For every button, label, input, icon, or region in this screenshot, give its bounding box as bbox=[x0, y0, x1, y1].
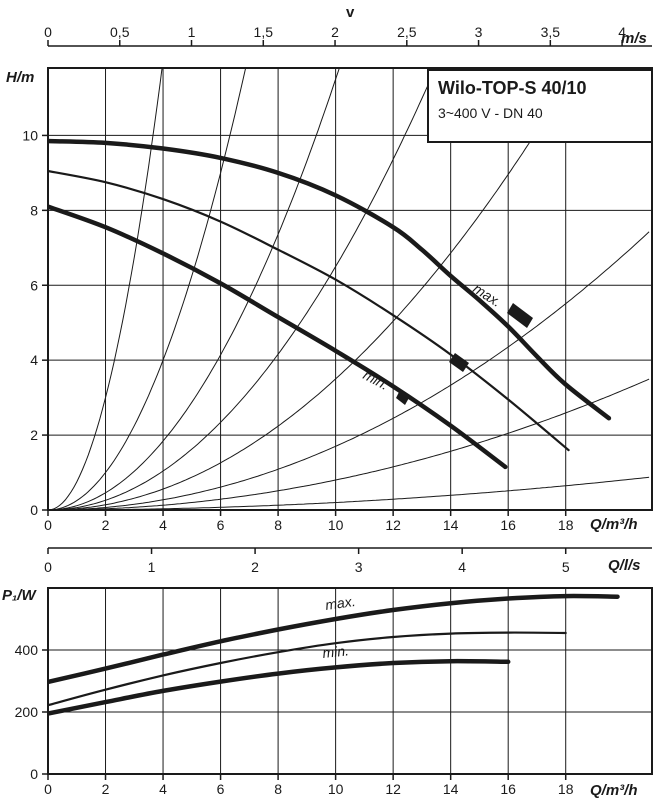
power-curve-max bbox=[48, 593, 620, 685]
power-curve-min bbox=[48, 658, 511, 716]
velocity-tick-label: 0 bbox=[44, 24, 52, 40]
flow-ls-tick-label: 1 bbox=[148, 559, 156, 575]
flow-ls-axis-label: Q/l/s bbox=[608, 557, 641, 574]
power-max-label: max. bbox=[324, 593, 356, 613]
head-curve-max bbox=[48, 138, 612, 421]
min-marker bbox=[396, 390, 410, 405]
velocity-tick-label: 4 bbox=[618, 24, 626, 40]
x-tick-label: 18 bbox=[558, 517, 574, 533]
chart-title: Wilo-TOP-S 40/10 bbox=[438, 78, 587, 98]
y-tick-label: 2 bbox=[30, 427, 38, 443]
system-curve bbox=[48, 68, 247, 510]
velocity-tick-label: 3 bbox=[475, 24, 483, 40]
x-axis-label-top: Q/m³/h bbox=[590, 516, 638, 533]
power-series-labels: max. min. bbox=[322, 593, 357, 661]
x-tick-label: 14 bbox=[443, 781, 459, 797]
head-series-labels: max. min. bbox=[361, 280, 533, 405]
head-plot-frame bbox=[47, 67, 653, 511]
x-tick-label: 4 bbox=[159, 781, 167, 797]
power-curve-mid bbox=[48, 631, 567, 707]
x-tick-label: 10 bbox=[328, 781, 344, 797]
x-tick-label: 0 bbox=[44, 517, 52, 533]
system-curve bbox=[48, 68, 577, 510]
velocity-tick-label: 1 bbox=[188, 24, 196, 40]
legend-box: Wilo-TOP-S 40/10 3~400 V - DN 40 bbox=[427, 69, 653, 143]
system-curve bbox=[48, 68, 163, 510]
velocity-tick-label: 3,5 bbox=[541, 24, 561, 40]
system-curve bbox=[48, 378, 650, 510]
y-tick-label: 0 bbox=[30, 766, 38, 782]
x-tick-label: 2 bbox=[102, 781, 110, 797]
power-min-label: min. bbox=[322, 642, 350, 661]
y-axis-label-head: H/m bbox=[6, 69, 34, 86]
x-tick-label: 14 bbox=[443, 517, 459, 533]
y-tick-label: 200 bbox=[15, 704, 39, 720]
velocity-tick-label: 2 bbox=[331, 24, 339, 40]
velocity-axis-label: v bbox=[346, 4, 355, 21]
head-series bbox=[48, 138, 612, 470]
x-tick-label: 6 bbox=[217, 517, 225, 533]
x-tick-label: 12 bbox=[385, 781, 401, 797]
y-axis-label-power: P₁/W bbox=[2, 587, 37, 604]
head-curve-min bbox=[48, 204, 508, 470]
velocity-tick-label: 0,5 bbox=[110, 24, 130, 40]
x-tick-label: 4 bbox=[159, 517, 167, 533]
head-chart-axes: 0 2 4 6 8 10 12 14 16 18 0 2 4 6 8 10 0 0,5 1 1,5 2 2,5 3 3,5 4 bbox=[22, 24, 652, 533]
x-axis-label-bottom: Q/m³/h bbox=[590, 782, 638, 799]
velocity-unit-label: m/s bbox=[621, 30, 647, 47]
x-tick-label: 8 bbox=[274, 517, 282, 533]
system-curve bbox=[48, 476, 650, 510]
system-curves bbox=[48, 68, 650, 510]
x-tick-label: 8 bbox=[274, 781, 282, 797]
mid-marker bbox=[449, 353, 469, 372]
min-label: min. bbox=[361, 367, 392, 394]
x-tick-label: 2 bbox=[102, 517, 110, 533]
x-tick-label: 6 bbox=[217, 781, 225, 797]
x-tick-label: 0 bbox=[44, 781, 52, 797]
y-tick-label: 0 bbox=[30, 502, 38, 518]
max-marker bbox=[507, 303, 533, 328]
x-tick-label: 16 bbox=[500, 517, 516, 533]
velocity-tick-label: 1,5 bbox=[254, 24, 274, 40]
system-curve bbox=[48, 68, 437, 510]
y-tick-label: 4 bbox=[30, 352, 38, 368]
velocity-tick-label: 2,5 bbox=[397, 24, 417, 40]
flow-ls-tick-label: 0 bbox=[44, 559, 52, 575]
flow-ls-tick-label: 4 bbox=[458, 559, 466, 575]
power-series bbox=[48, 593, 620, 716]
head-curve-mid bbox=[48, 169, 570, 452]
x-tick-label: 12 bbox=[385, 517, 401, 533]
system-curve bbox=[48, 68, 340, 510]
flow-ls-tick-label: 2 bbox=[251, 559, 259, 575]
x-tick-label: 16 bbox=[500, 781, 516, 797]
flow-ls-tick-label: 3 bbox=[355, 559, 363, 575]
chart-subtitle: 3~400 V - DN 40 bbox=[438, 105, 543, 121]
x-tick-label: 10 bbox=[328, 517, 344, 533]
y-tick-label: 6 bbox=[30, 277, 38, 293]
y-tick-label: 8 bbox=[30, 202, 38, 218]
flow-ls-tick-label: 5 bbox=[562, 559, 570, 575]
y-tick-label: 400 bbox=[15, 642, 39, 658]
x-tick-label: 18 bbox=[558, 781, 574, 797]
power-chart-grid bbox=[47, 587, 653, 775]
y-tick-label: 10 bbox=[22, 127, 38, 143]
system-curve bbox=[48, 231, 650, 510]
